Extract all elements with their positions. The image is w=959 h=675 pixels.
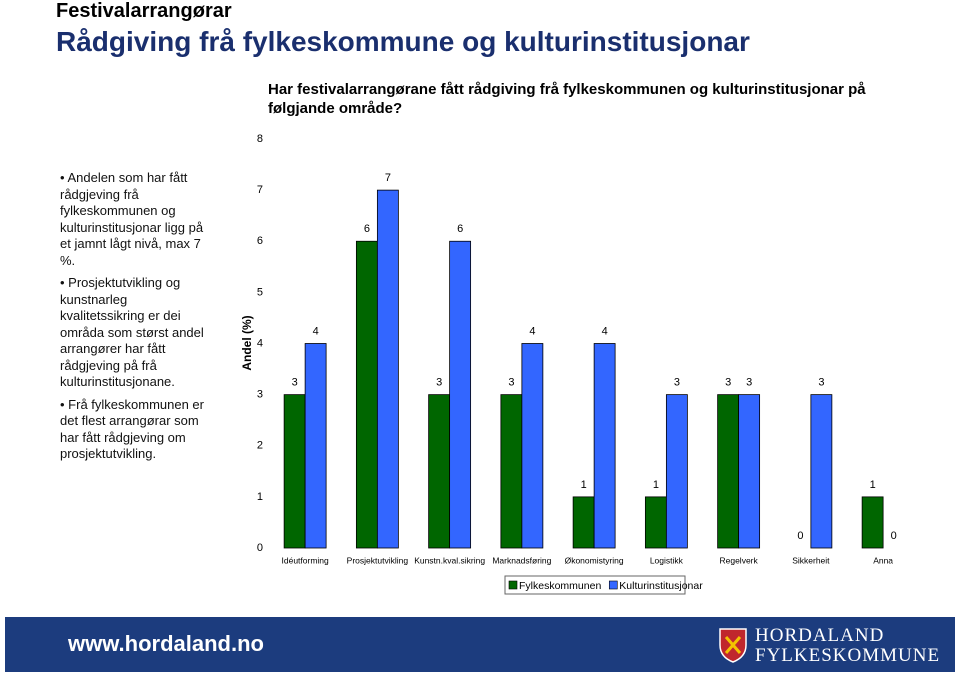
data-label: 0 <box>797 530 803 542</box>
x-tick-label: Marknadsføring <box>492 555 551 565</box>
y-axis-label: Andel (%) <box>240 315 254 370</box>
legend-box <box>504 575 686 595</box>
legend-swatch <box>608 580 618 590</box>
data-label: 3 <box>725 377 731 389</box>
legend-swatch <box>508 580 518 590</box>
y-tick-label: 4 <box>257 337 263 349</box>
y-tick-label: 0 <box>257 542 263 554</box>
bar <box>283 394 306 549</box>
bar <box>376 189 399 549</box>
chart: Andel (%) 0 1 2 3 4 5 6 7 8 Idéutforming 3 4 Prosjek… <box>240 133 897 595</box>
bar <box>355 240 378 549</box>
data-label: 4 <box>313 325 319 337</box>
data-label: 1 <box>653 479 659 491</box>
slide-title: Rådgiving frå fylkeskommune og kulturins… <box>56 26 750 57</box>
data-label: 4 <box>529 325 535 337</box>
x-tick-label: Idéutforming <box>282 555 330 565</box>
data-label: 3 <box>674 377 680 389</box>
data-label: 6 <box>364 223 370 235</box>
legend-label: Fylkeskommunen <box>519 580 601 592</box>
bar <box>593 343 616 549</box>
data-label: 3 <box>508 377 514 389</box>
y-tick-label: 5 <box>257 286 263 298</box>
y-tick-label: 7 <box>257 184 263 196</box>
x-tick-label: Logistikk <box>650 555 684 565</box>
data-label: 6 <box>457 223 463 235</box>
x-tick-label: Kunstn.kval.sikring <box>414 555 485 565</box>
bar <box>521 343 544 549</box>
legend-label: Kulturinstitusjonar <box>619 580 703 592</box>
y-tick-label: 2 <box>257 440 263 452</box>
y-tick-label: 8 <box>257 133 263 145</box>
data-label: 3 <box>746 377 752 389</box>
bar <box>810 394 833 549</box>
bar <box>738 394 761 549</box>
footer-band <box>5 617 955 672</box>
chart-title: Har festivalarrangørane fått rådgiving f… <box>268 81 866 117</box>
x-tick-label: Sikkerheit <box>792 555 830 565</box>
bullet: Frå fylkeskommunen er det flest arrangør… <box>60 397 212 463</box>
x-tick-label: Økonomistyring <box>565 555 624 565</box>
bullet: Prosjektutvikling og kunstnarleg kvalite… <box>60 275 212 391</box>
data-label: 0 <box>891 530 897 542</box>
bar <box>861 496 884 549</box>
data-label: 3 <box>436 377 442 389</box>
logo-shield <box>719 628 747 663</box>
data-label: 7 <box>385 172 391 184</box>
logo-text: FYLKESKOMMUNE <box>755 645 941 666</box>
section-title: Festivalarrangørar <box>56 0 232 22</box>
bar <box>449 240 472 549</box>
bar <box>428 394 451 549</box>
x-tick-label: Prosjektutvikling <box>347 555 409 565</box>
bar <box>717 394 740 549</box>
bar <box>665 394 688 549</box>
y-tick-label: 3 <box>257 389 263 401</box>
y-tick-label: 6 <box>257 235 263 247</box>
y-tick-label: 1 <box>257 491 263 503</box>
data-label: 3 <box>292 377 298 389</box>
logo-text: HORDALAND <box>755 625 885 646</box>
x-tick-label: Anna <box>873 555 893 565</box>
bar <box>304 343 327 549</box>
data-label: 3 <box>818 377 824 389</box>
x-tick-label: Regelverk <box>719 555 758 565</box>
bullet: Andelen som har fått rådgjeving frå fylk… <box>60 170 212 269</box>
bar <box>500 394 523 549</box>
data-label: 4 <box>602 325 608 337</box>
data-label: 1 <box>870 479 876 491</box>
bullet-list: Andelen som har fått rådgjeving frå fylk… <box>60 170 212 469</box>
bar <box>572 496 595 549</box>
footer-url: www.hordaland.no <box>68 631 264 656</box>
data-label: 1 <box>581 479 587 491</box>
bar <box>644 496 667 549</box>
